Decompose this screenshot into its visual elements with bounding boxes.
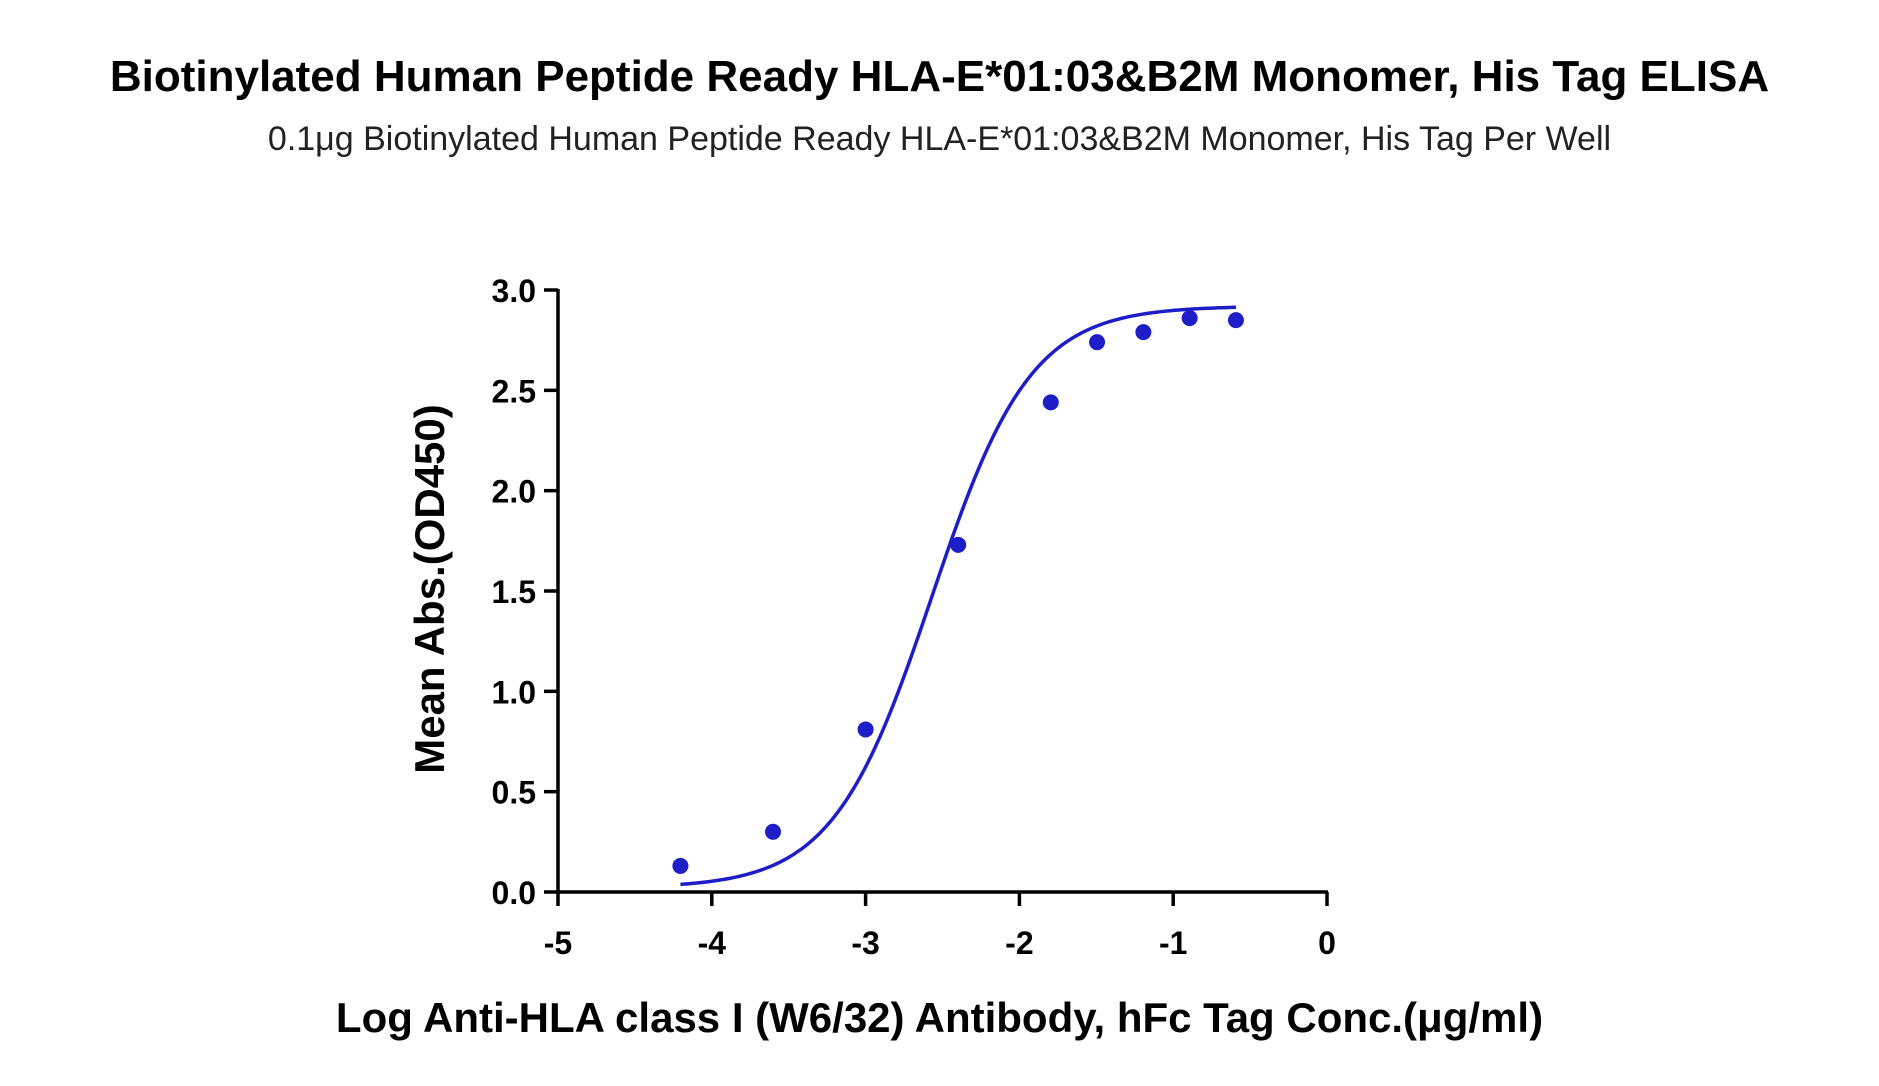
data-point (857, 721, 874, 738)
y-tick-label: 0.0 (492, 875, 536, 911)
chart-title: Biotinylated Human Peptide Ready HLA-E*0… (109, 52, 1770, 101)
y-tick-label: 1.5 (492, 574, 536, 610)
data-points (672, 310, 1244, 874)
x-tick-label: -3 (851, 925, 879, 961)
data-point (950, 536, 967, 553)
x-tick-label: 0 (1318, 925, 1336, 961)
data-point (1042, 394, 1059, 411)
data-point (1181, 310, 1198, 327)
y-tick-label: 1.0 (492, 674, 536, 710)
chart-subtitle: 0.1μg Biotinylated Human Peptide Ready H… (267, 120, 1612, 158)
y-tick-label: 3.0 (492, 273, 536, 309)
y-axis-label: Mean Abs.(OD450) (406, 404, 453, 774)
data-point (1227, 312, 1244, 329)
x-tick-label: -4 (698, 925, 727, 961)
data-point (765, 823, 782, 840)
chart-axes: 0.0 0.5 1.0 1.5 2.0 2.5 3.0 -5 -4 -3 -2 -1 0 (492, 273, 1336, 961)
data-point (1089, 334, 1106, 351)
data-point (672, 857, 689, 874)
y-tick-label: 0.5 (492, 775, 536, 811)
x-axis-label: Log Anti-HLA class I (W6/32) Antibody, h… (335, 994, 1544, 1041)
y-tick-label: 2.0 (492, 474, 536, 510)
x-tick-label: -1 (1159, 925, 1187, 961)
fit-curve (680, 305, 1236, 887)
fit-curve-group (680, 305, 1236, 887)
data-point (1135, 324, 1152, 341)
x-tick-label: -2 (1005, 925, 1033, 961)
y-tick-label: 2.5 (492, 373, 536, 409)
x-tick-label: -5 (544, 925, 572, 961)
